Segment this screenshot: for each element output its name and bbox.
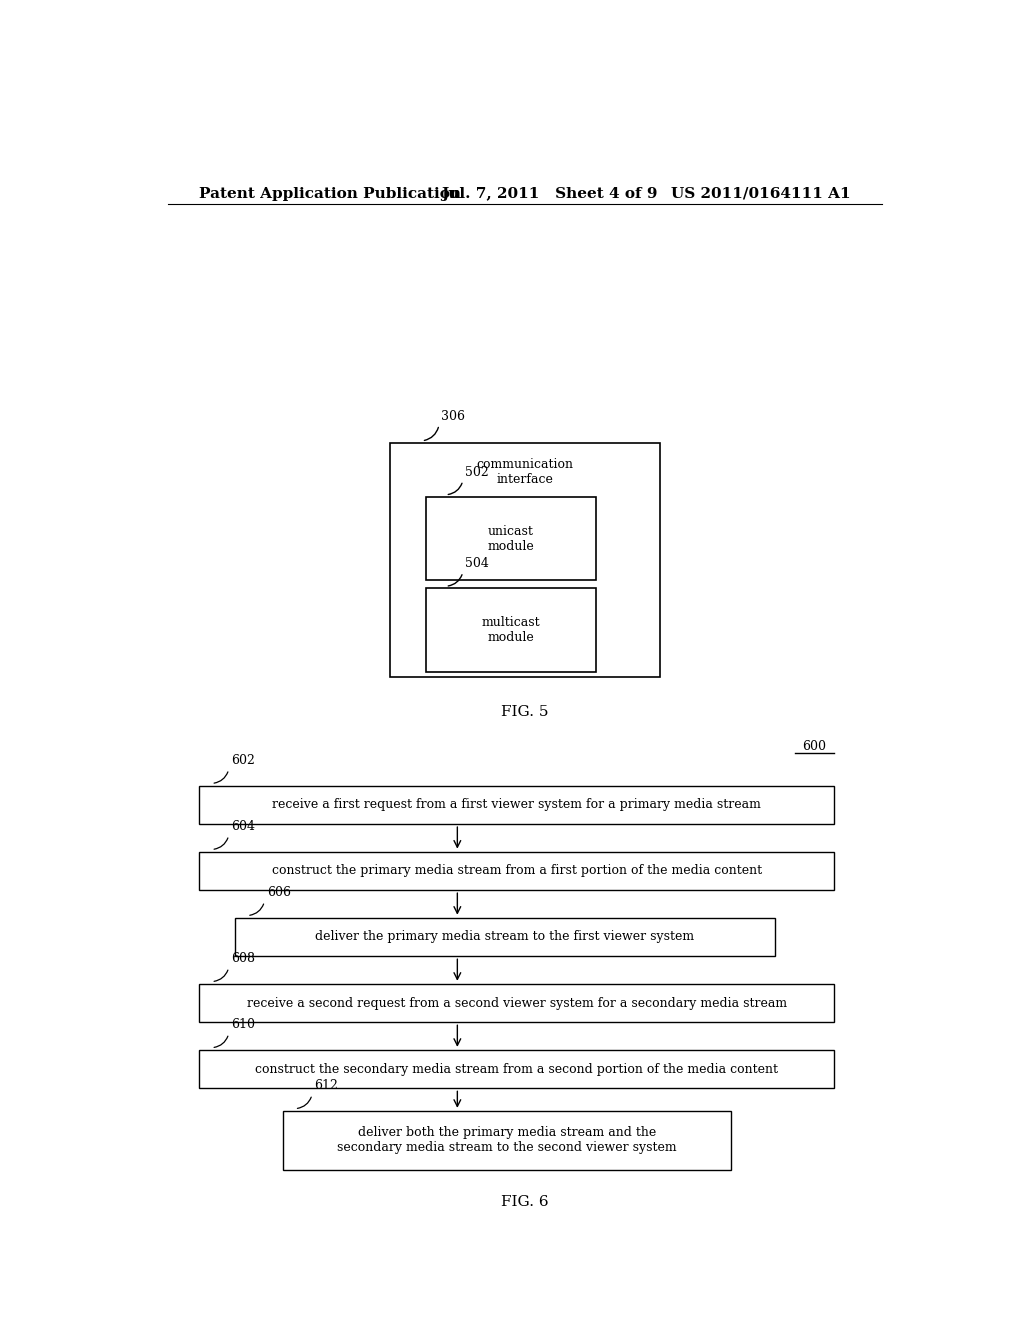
FancyBboxPatch shape xyxy=(426,589,596,672)
FancyBboxPatch shape xyxy=(200,1049,835,1089)
Text: 608: 608 xyxy=(231,953,255,965)
Text: Jul. 7, 2011   Sheet 4 of 9: Jul. 7, 2011 Sheet 4 of 9 xyxy=(441,187,658,201)
FancyBboxPatch shape xyxy=(200,983,835,1022)
Text: US 2011/0164111 A1: US 2011/0164111 A1 xyxy=(671,187,850,201)
Text: deliver both the primary media stream and the
secondary media stream to the seco: deliver both the primary media stream an… xyxy=(337,1126,677,1154)
Text: FIG. 5: FIG. 5 xyxy=(501,705,549,719)
Text: receive a first request from a first viewer system for a primary media stream: receive a first request from a first vie… xyxy=(272,799,761,812)
Text: receive a second request from a second viewer system for a secondary media strea: receive a second request from a second v… xyxy=(247,997,786,1010)
Text: 612: 612 xyxy=(314,1080,338,1093)
Text: construct the primary media stream from a first portion of the media content: construct the primary media stream from … xyxy=(271,865,762,878)
FancyBboxPatch shape xyxy=(200,851,835,890)
Text: FIG. 6: FIG. 6 xyxy=(501,1195,549,1209)
Text: 600: 600 xyxy=(803,741,826,752)
Text: deliver the primary media stream to the first viewer system: deliver the primary media stream to the … xyxy=(315,931,694,944)
FancyBboxPatch shape xyxy=(390,444,659,677)
Text: multicast
module: multicast module xyxy=(481,616,541,644)
Text: construct the secondary media stream from a second portion of the media content: construct the secondary media stream fro… xyxy=(255,1063,778,1076)
Text: 610: 610 xyxy=(231,1019,255,1031)
Text: 602: 602 xyxy=(231,754,255,767)
FancyBboxPatch shape xyxy=(200,785,835,824)
FancyBboxPatch shape xyxy=(426,496,596,581)
FancyBboxPatch shape xyxy=(236,917,775,956)
Text: 504: 504 xyxy=(465,557,489,570)
Text: communication
interface: communication interface xyxy=(476,458,573,486)
Text: 604: 604 xyxy=(231,820,255,833)
FancyBboxPatch shape xyxy=(283,1110,731,1170)
Text: 606: 606 xyxy=(267,886,291,899)
Text: 502: 502 xyxy=(465,466,489,479)
Text: 306: 306 xyxy=(441,409,466,422)
Text: unicast
module: unicast module xyxy=(487,524,535,553)
Text: Patent Application Publication: Patent Application Publication xyxy=(200,187,462,201)
